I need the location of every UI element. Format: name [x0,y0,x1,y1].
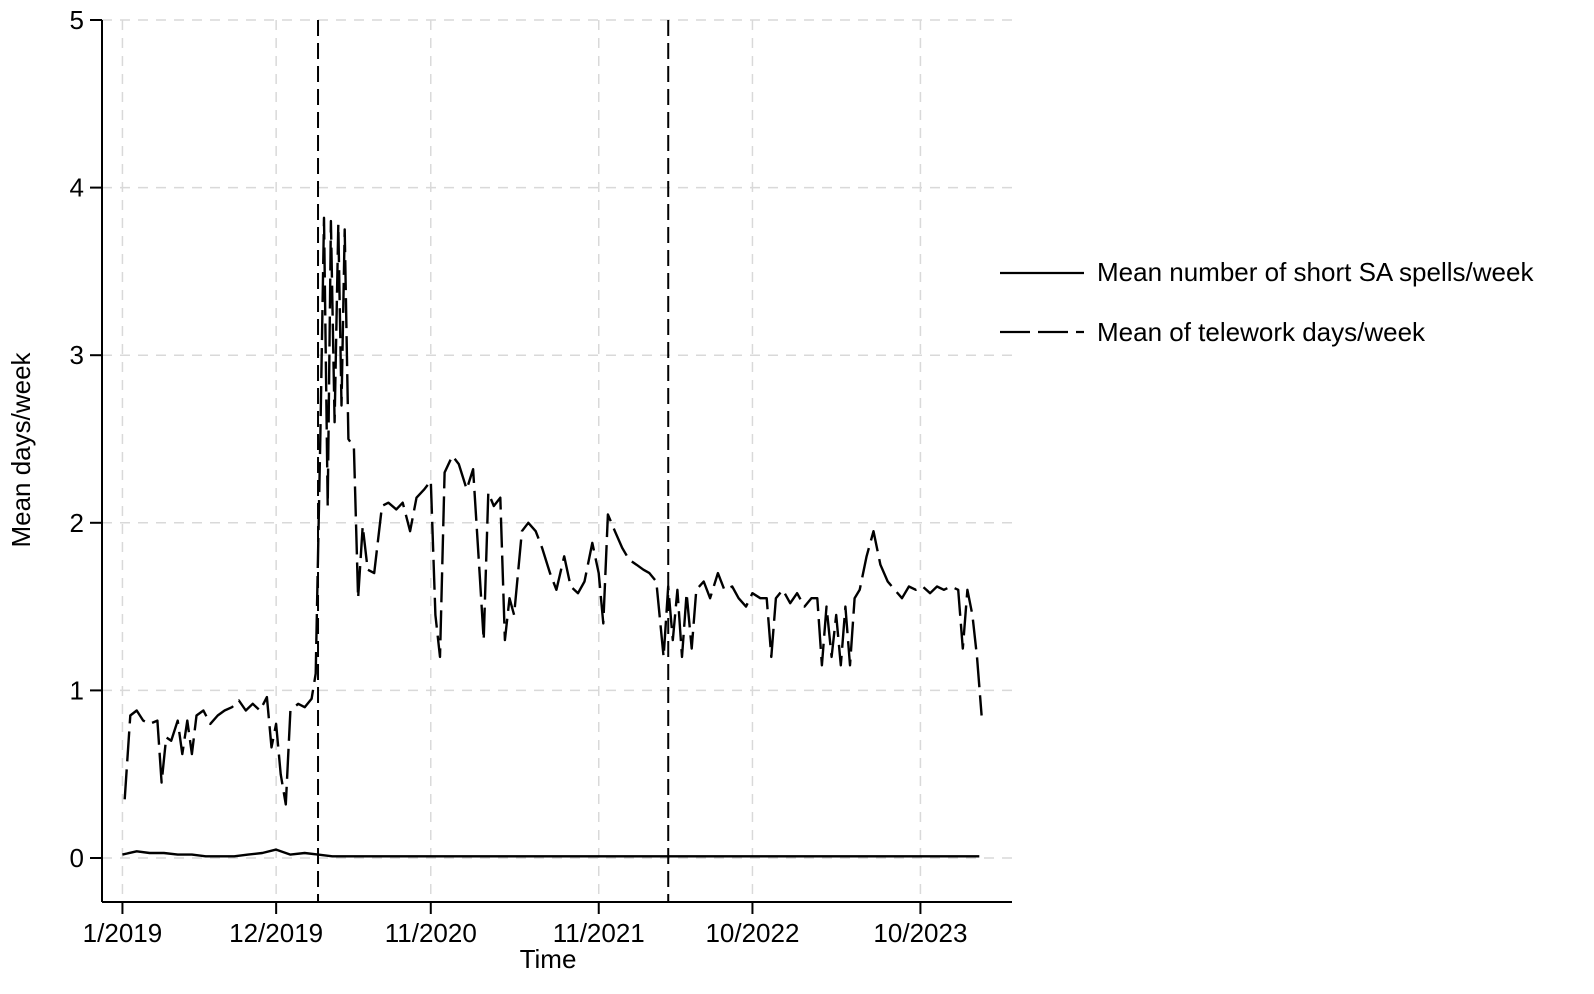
y-axis-title: Mean days/week [6,351,36,547]
x-tick-label: 10/2023 [873,918,967,948]
y-tick-label: 0 [70,843,84,873]
reference-lines [317,20,670,902]
y-tick-label: 2 [70,508,84,538]
series-lines [122,216,983,858]
x-tick-label: 11/2021 [553,918,645,948]
y-tick-label: 1 [70,675,84,705]
axes [90,19,1012,914]
x-tick-label: 10/2022 [705,918,799,948]
gridlines [102,19,1012,902]
series-line-short-sa-spells [122,848,980,858]
series-line-telework-days [123,216,983,806]
y-tick-label: 5 [70,5,84,35]
x-tick-label: 1/2019 [83,918,163,948]
x-tick-label: 12/2019 [229,918,323,948]
x-axis-title: Time [520,944,577,974]
legend-label-short-sa-spells: Mean number of short SA spells/week [1097,257,1534,287]
legend-label-telework-days: Mean of telework days/week [1097,317,1426,347]
x-tick-label: 11/2020 [385,918,477,948]
tick-labels: 0 1 2 3 4 5 1/2019 12/2019 11/2020 11/2021 10/2022… [70,5,968,948]
legend: Mean number of short SA spells/week Mean… [1000,257,1534,347]
y-tick-label: 4 [70,173,84,203]
y-tick-label: 3 [70,340,84,370]
